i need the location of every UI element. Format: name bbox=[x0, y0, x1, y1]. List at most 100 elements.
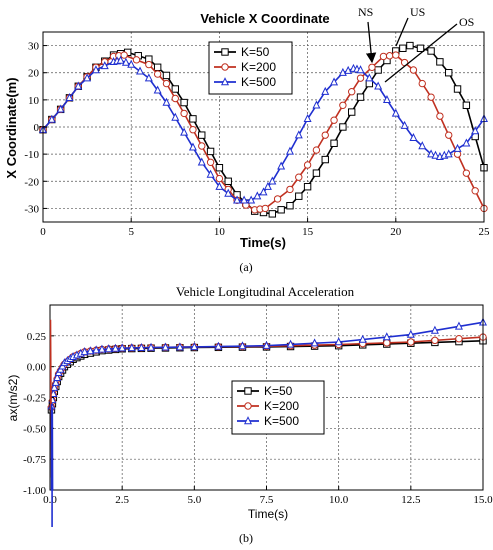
data-point bbox=[197, 157, 206, 166]
data-point bbox=[50, 382, 59, 391]
data-point bbox=[427, 149, 436, 158]
data-point bbox=[445, 69, 453, 77]
data-point bbox=[147, 342, 156, 351]
figure-caption: (b) bbox=[239, 531, 253, 545]
initial-transient bbox=[49, 319, 54, 527]
data-point bbox=[171, 94, 180, 103]
data-point bbox=[471, 126, 480, 135]
x-tick-label: 15 bbox=[302, 226, 314, 238]
data-point bbox=[382, 332, 391, 341]
data-point bbox=[238, 341, 247, 350]
data-point bbox=[83, 73, 92, 82]
data-point bbox=[47, 114, 56, 123]
data-point bbox=[65, 93, 74, 102]
us-label: US bbox=[410, 5, 425, 19]
chart-a: 0 5 10 15 20 25 -30 -20 -10 0 10 20 30 Vehicle X Coor… bbox=[4, 5, 490, 274]
x-tick-label: 5.0 bbox=[187, 494, 201, 506]
data-point bbox=[416, 44, 425, 52]
data-point bbox=[312, 100, 321, 109]
data-point bbox=[303, 161, 312, 169]
data-point bbox=[310, 338, 319, 347]
data-point bbox=[312, 169, 321, 177]
data-point bbox=[348, 88, 356, 96]
data-point bbox=[339, 101, 347, 109]
data-point bbox=[206, 169, 215, 178]
data-point bbox=[53, 372, 62, 381]
data-point bbox=[471, 187, 479, 195]
data-point bbox=[224, 177, 232, 185]
data-point bbox=[321, 86, 330, 95]
y-axis-label: X Coordinate(m) bbox=[4, 77, 19, 178]
y-tick-label: 30 bbox=[28, 41, 40, 53]
data-point bbox=[206, 158, 215, 166]
x-tick-label: 0 bbox=[40, 226, 46, 238]
data-point bbox=[348, 108, 356, 116]
legend-label: K=50 bbox=[264, 384, 293, 398]
data-point bbox=[365, 73, 374, 82]
data-point bbox=[383, 339, 391, 347]
data-point bbox=[162, 79, 171, 88]
data-point bbox=[74, 81, 83, 90]
x-tick-label: 5 bbox=[128, 226, 134, 238]
data-point bbox=[418, 79, 426, 88]
data-point bbox=[391, 108, 400, 117]
data-point bbox=[321, 155, 329, 164]
data-point bbox=[104, 344, 113, 353]
data-point bbox=[462, 138, 471, 147]
data-point bbox=[198, 131, 206, 139]
chart-title: Vehicle Longitudinal Acceleration bbox=[176, 284, 355, 299]
x-tick-label: 10.0 bbox=[329, 494, 349, 506]
data-point bbox=[444, 149, 453, 158]
chart-b: 0.0 2.5 5.0 7.5 10.0 12.5 15.0 -1.00 -0.75 -0.50 -… bbox=[6, 284, 493, 545]
spike-k500 bbox=[50, 403, 54, 491]
data-point bbox=[374, 66, 382, 74]
data-point bbox=[286, 339, 295, 348]
data-point bbox=[224, 188, 233, 197]
y-tick-label: -1.00 bbox=[23, 485, 46, 497]
data-point bbox=[399, 44, 407, 52]
y-tick-label: -0.25 bbox=[23, 393, 46, 405]
x-tick-label: 20 bbox=[390, 226, 402, 238]
data-point bbox=[330, 116, 338, 124]
y-tick-label: -20 bbox=[24, 176, 39, 188]
annotations: NS US OS bbox=[358, 5, 474, 83]
series-k-500 bbox=[47, 317, 488, 410]
data-point bbox=[215, 181, 224, 190]
x-tick-label: 25 bbox=[479, 226, 491, 238]
data-point bbox=[356, 65, 365, 74]
data-point bbox=[409, 66, 418, 74]
data-point bbox=[171, 112, 180, 121]
data-point bbox=[145, 60, 153, 69]
data-point bbox=[268, 176, 277, 185]
data-point bbox=[312, 146, 321, 154]
legend-label: K=200 bbox=[241, 60, 276, 74]
x-tick-label: 12.5 bbox=[401, 494, 421, 506]
data-point bbox=[379, 52, 388, 61]
data-point bbox=[285, 146, 294, 155]
data-point bbox=[453, 143, 462, 152]
data-point bbox=[259, 187, 268, 196]
data-point bbox=[436, 58, 444, 66]
data-point bbox=[240, 195, 249, 204]
y-tick-label: -30 bbox=[24, 203, 39, 215]
y-tick-label: -0.75 bbox=[23, 454, 46, 466]
data-point bbox=[330, 139, 338, 147]
data-point bbox=[427, 47, 435, 55]
legend-marker bbox=[220, 77, 230, 86]
data-point bbox=[215, 164, 224, 172]
data-point bbox=[286, 202, 294, 210]
os-arrow bbox=[384, 23, 458, 83]
data-point bbox=[171, 85, 180, 93]
y-tick-label: -0.50 bbox=[23, 423, 46, 435]
data-point bbox=[273, 195, 282, 203]
data-point bbox=[321, 131, 329, 139]
data-point bbox=[120, 51, 128, 59]
x-axis-label: Time(s) bbox=[240, 235, 286, 250]
data-point bbox=[189, 126, 197, 134]
data-point bbox=[206, 147, 215, 156]
data-point bbox=[406, 41, 414, 50]
data-point bbox=[294, 130, 303, 139]
data-point bbox=[436, 112, 444, 120]
chart-title: Vehicle X Coordinate bbox=[200, 11, 329, 26]
